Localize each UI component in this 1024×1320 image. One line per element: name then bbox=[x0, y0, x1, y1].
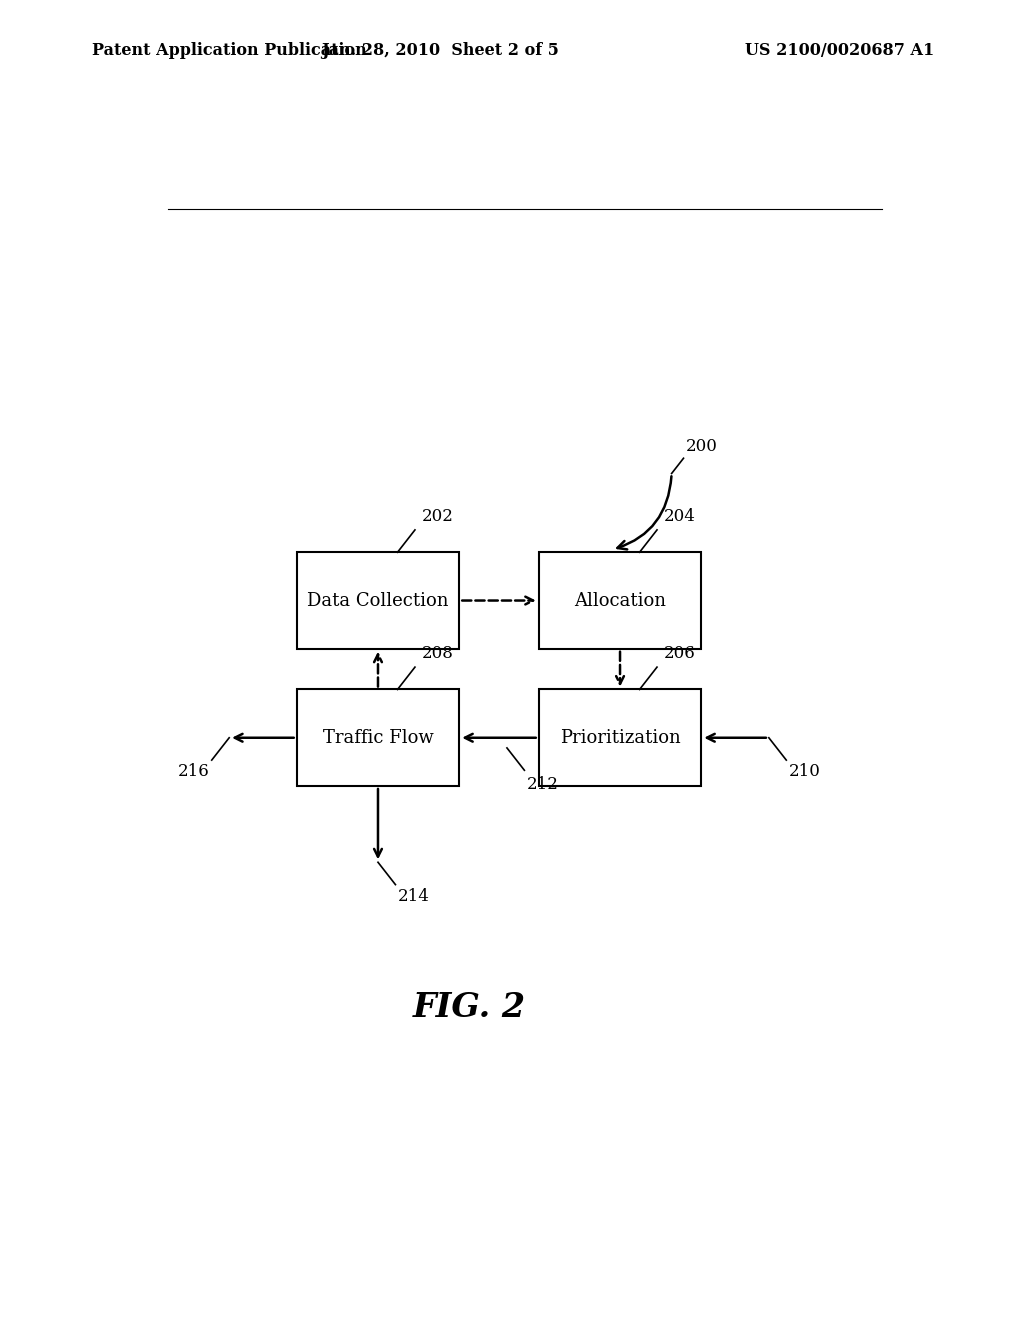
Text: 212: 212 bbox=[526, 776, 559, 793]
Text: Prioritization: Prioritization bbox=[560, 729, 680, 747]
Text: Patent Application Publication: Patent Application Publication bbox=[92, 42, 367, 58]
Bar bbox=[539, 689, 701, 785]
Text: 214: 214 bbox=[397, 887, 430, 904]
Text: 216: 216 bbox=[177, 763, 209, 780]
Text: Data Collection: Data Collection bbox=[307, 591, 449, 610]
Text: Allocation: Allocation bbox=[574, 591, 666, 610]
Text: 208: 208 bbox=[421, 645, 454, 663]
Text: 204: 204 bbox=[664, 508, 695, 525]
Bar bbox=[539, 552, 701, 649]
Text: 206: 206 bbox=[664, 645, 695, 663]
Bar bbox=[297, 689, 460, 785]
Text: 210: 210 bbox=[788, 763, 820, 780]
Bar bbox=[297, 552, 460, 649]
Text: US 2100/0020687 A1: US 2100/0020687 A1 bbox=[745, 42, 934, 58]
Text: 200: 200 bbox=[686, 438, 718, 455]
FancyArrowPatch shape bbox=[617, 477, 672, 549]
Text: 202: 202 bbox=[421, 508, 454, 525]
Text: Jan. 28, 2010  Sheet 2 of 5: Jan. 28, 2010 Sheet 2 of 5 bbox=[322, 42, 559, 58]
Text: Traffic Flow: Traffic Flow bbox=[323, 729, 433, 747]
Text: FIG. 2: FIG. 2 bbox=[413, 990, 525, 1023]
